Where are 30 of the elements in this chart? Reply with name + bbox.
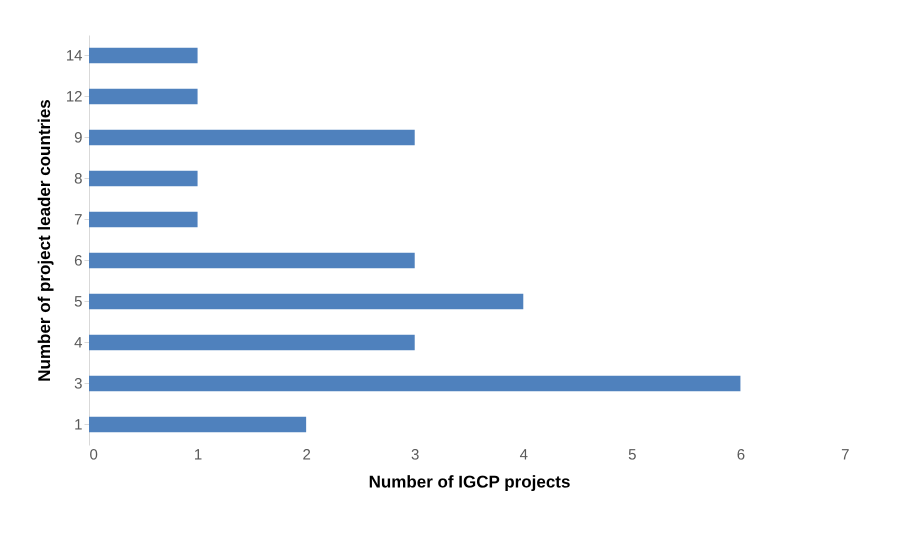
x-tick-label: 3 [411, 446, 420, 464]
bar [89, 252, 415, 268]
x-tick-label: 2 [302, 446, 311, 464]
y-axis-title: Number of project leader countries [34, 99, 54, 382]
bar [89, 170, 198, 186]
bar [89, 334, 415, 350]
y-tick-label: 8 [74, 170, 82, 188]
y-tick-label: 9 [74, 130, 82, 146]
y-tick-label: 6 [74, 252, 82, 270]
y-tick-label: 5 [74, 294, 82, 310]
bar [89, 294, 524, 310]
y-tick-label: 1 [74, 416, 82, 434]
x-tick-label: 5 [628, 446, 637, 464]
y-tick-label: 14 [66, 48, 82, 64]
x-tick-label: 1 [194, 446, 202, 464]
x-tick-label: 0 [90, 446, 98, 464]
y-tick-label: 4 [74, 334, 82, 352]
bar [89, 130, 415, 146]
x-tick-label: 7 [841, 446, 850, 464]
y-tick-label: 3 [74, 376, 82, 392]
bar [89, 376, 740, 392]
bar [89, 48, 198, 64]
y-tick-label: 7 [74, 212, 82, 228]
x-tick-label: 4 [520, 446, 528, 464]
x-tick-label: 6 [736, 446, 746, 464]
bar [89, 88, 198, 104]
bar [89, 416, 306, 432]
x-axis-title: Number of IGCP projects [368, 472, 570, 492]
bar [89, 212, 198, 228]
y-tick-label: 12 [66, 88, 82, 106]
